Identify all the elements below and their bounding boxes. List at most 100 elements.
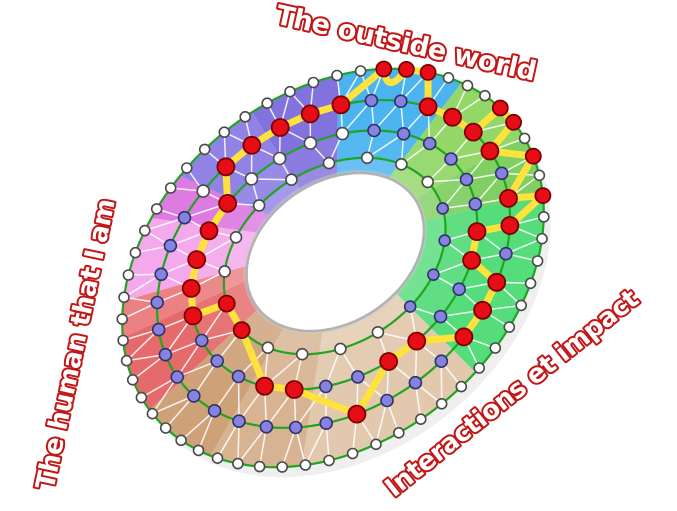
node-D-10[interactable] <box>261 341 275 355</box>
node-B-25[interactable] <box>151 322 166 337</box>
node-A-37[interactable] <box>135 391 148 404</box>
node-C-8[interactable] <box>452 282 467 297</box>
node-B-21[interactable] <box>207 403 222 418</box>
node-C-25[interactable] <box>272 151 287 166</box>
node-B-19[interactable] <box>259 419 274 434</box>
node-B-3[interactable] <box>443 107 462 127</box>
node-A-38[interactable] <box>126 373 139 386</box>
node-A-27[interactable] <box>323 454 335 467</box>
node-D-2[interactable] <box>421 175 435 189</box>
node-C-11[interactable] <box>379 352 399 371</box>
node-A-50[interactable] <box>218 126 231 138</box>
node-A-0[interactable] <box>354 65 367 77</box>
node-C-4[interactable] <box>459 172 474 187</box>
sector-green-light[interactable] <box>388 82 524 200</box>
node-C-18[interactable] <box>195 333 209 348</box>
node-D-4[interactable] <box>438 234 452 247</box>
node-A-11[interactable] <box>533 169 546 182</box>
node-A-5[interactable] <box>461 79 474 92</box>
node-B-24[interactable] <box>158 347 173 362</box>
node-B-0[interactable] <box>364 93 379 108</box>
node-A-24[interactable] <box>392 426 405 439</box>
node-A-55[interactable] <box>331 69 343 82</box>
node-C-19[interactable] <box>183 306 203 326</box>
node-C-17[interactable] <box>210 354 224 368</box>
node-D-6[interactable] <box>403 300 417 313</box>
node-B-31[interactable] <box>216 157 236 177</box>
node-C-26[interactable] <box>303 136 318 150</box>
node-D-9[interactable] <box>295 347 309 361</box>
node-A-26[interactable] <box>346 447 359 460</box>
node-C-2[interactable] <box>422 136 437 151</box>
node-D-8[interactable] <box>334 342 347 356</box>
node-A-30[interactable] <box>253 460 266 473</box>
node-D-15[interactable] <box>252 199 266 212</box>
node-D-16[interactable] <box>285 173 298 186</box>
node-B-30[interactable] <box>196 184 210 198</box>
node-B-4[interactable] <box>463 122 483 142</box>
node-A-23[interactable] <box>414 413 427 426</box>
node-C-12[interactable] <box>350 370 365 384</box>
node-A-13[interactable] <box>537 211 550 223</box>
node-C-20[interactable] <box>181 278 201 298</box>
node-A-20[interactable] <box>473 362 486 374</box>
node-C-0[interactable] <box>367 123 381 138</box>
node-C-27[interactable] <box>335 126 350 141</box>
node-D-3[interactable] <box>436 202 450 215</box>
node-B-17[interactable] <box>319 416 334 431</box>
node-A-2[interactable] <box>397 61 415 78</box>
node-B-10[interactable] <box>487 272 507 292</box>
node-A-17[interactable] <box>515 299 528 312</box>
node-B-2[interactable] <box>418 97 438 117</box>
sector-green-mid[interactable] <box>415 136 543 222</box>
node-B-22[interactable] <box>187 389 201 403</box>
node-B-13[interactable] <box>434 354 449 369</box>
node-C-1[interactable] <box>396 127 411 141</box>
node-B-18[interactable] <box>288 420 303 435</box>
node-D-5[interactable] <box>427 268 440 282</box>
node-A-12[interactable] <box>534 187 552 205</box>
node-B-7[interactable] <box>499 188 518 208</box>
node-A-45[interactable] <box>139 224 151 237</box>
node-D-0[interactable] <box>360 151 374 165</box>
node-B-29[interactable] <box>177 210 192 225</box>
node-A-6[interactable] <box>479 89 491 102</box>
node-A-18[interactable] <box>503 321 516 333</box>
node-D-7[interactable] <box>371 325 385 339</box>
node-A-41[interactable] <box>116 313 128 325</box>
node-A-36[interactable] <box>146 407 159 420</box>
node-D-13[interactable] <box>218 265 231 278</box>
node-A-31[interactable] <box>232 457 244 470</box>
node-A-49[interactable] <box>198 143 211 156</box>
node-C-14[interactable] <box>284 380 304 399</box>
node-A-52[interactable] <box>261 97 274 109</box>
node-B-27[interactable] <box>154 267 168 282</box>
node-A-40[interactable] <box>117 334 129 347</box>
node-C-15[interactable] <box>255 376 275 396</box>
node-C-22[interactable] <box>199 221 219 241</box>
node-A-28[interactable] <box>299 459 312 471</box>
node-B-6[interactable] <box>494 166 509 181</box>
node-B-32[interactable] <box>242 135 262 155</box>
sector-red-light[interactable] <box>122 265 248 338</box>
node-A-8[interactable] <box>505 113 522 131</box>
node-C-9[interactable] <box>433 309 448 324</box>
node-A-16[interactable] <box>524 277 537 290</box>
node-A-42[interactable] <box>118 291 130 304</box>
node-A-46[interactable] <box>150 203 163 215</box>
node-A-25[interactable] <box>370 438 382 451</box>
node-C-6[interactable] <box>467 222 487 242</box>
node-A-43[interactable] <box>122 269 135 281</box>
node-A-53[interactable] <box>284 85 296 98</box>
node-A-15[interactable] <box>531 255 544 267</box>
node-A-14[interactable] <box>536 232 548 245</box>
node-A-19[interactable] <box>489 342 502 354</box>
node-C-7[interactable] <box>462 250 482 270</box>
node-B-14[interactable] <box>408 375 423 390</box>
node-A-22[interactable] <box>435 397 448 410</box>
node-B-26[interactable] <box>150 295 164 310</box>
node-D-14[interactable] <box>229 231 243 244</box>
node-A-4[interactable] <box>442 72 455 84</box>
node-B-9[interactable] <box>499 246 513 261</box>
node-A-21[interactable] <box>455 380 468 393</box>
